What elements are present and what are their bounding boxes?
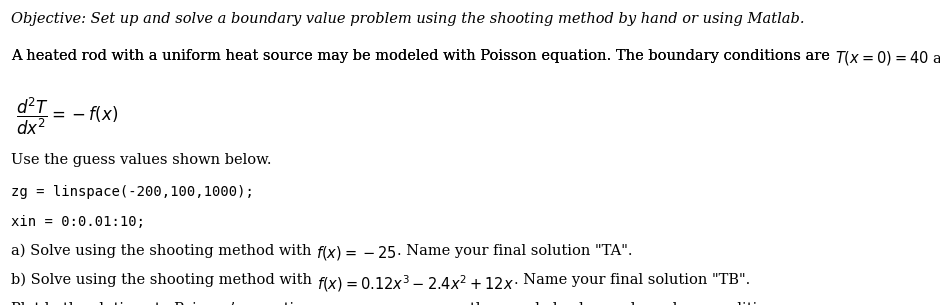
Text: Objective: Set up and solve a boundary value problem using the shooting method b: Objective: Set up and solve a boundary v… (11, 12, 805, 26)
Text: a) Solve using the shooting method with: a) Solve using the shooting method with (11, 244, 317, 258)
Text: $f(x) = -25$: $f(x) = -25$ (317, 244, 397, 262)
Text: . Name your final solution "TB".: . Name your final solution "TB". (514, 273, 750, 287)
Text: A heated rod with a uniform heat source may be modeled with Poisson equation. Th: A heated rod with a uniform heat source … (11, 49, 835, 63)
Text: $T(x = 0) = 40$ and $T(x = 10) = 200$.: $T(x = 0) = 40$ and $T(x = 10) = 200$. (835, 49, 940, 67)
Text: A heated rod with a uniform heat source may be modeled with Poisson equation. Th: A heated rod with a uniform heat source … (11, 49, 835, 63)
Text: $\dfrac{d^2T}{dx^2} = -f(x)$: $\dfrac{d^2T}{dx^2} = -f(x)$ (16, 96, 118, 138)
Text: zg = linspace(-200,100,1000);: zg = linspace(-200,100,1000); (11, 185, 254, 199)
Text: xin = 0:0.01:10;: xin = 0:0.01:10; (11, 215, 146, 229)
Text: Use the guess values shown below.: Use the guess values shown below. (11, 153, 272, 167)
Text: Plot both solutions to Poisson’s equation so you can compare them and check your: Plot both solutions to Poisson’s equatio… (11, 302, 789, 305)
Text: $f(x) = 0.12x^3 - 2.4x^2 + 12x$: $f(x) = 0.12x^3 - 2.4x^2 + 12x$ (317, 273, 514, 294)
Text: . Name your final solution "TA".: . Name your final solution "TA". (397, 244, 633, 258)
Text: b) Solve using the shooting method with: b) Solve using the shooting method with (11, 273, 317, 287)
